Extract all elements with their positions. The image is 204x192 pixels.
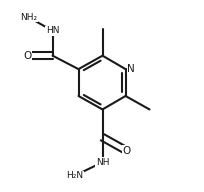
Text: O: O	[122, 146, 130, 156]
Text: H₂N: H₂N	[66, 171, 83, 180]
Text: HN: HN	[46, 26, 59, 35]
Text: O: O	[23, 51, 32, 61]
Text: N: N	[127, 64, 135, 74]
Text: NH: NH	[95, 158, 109, 167]
Text: NH₂: NH₂	[20, 13, 37, 22]
